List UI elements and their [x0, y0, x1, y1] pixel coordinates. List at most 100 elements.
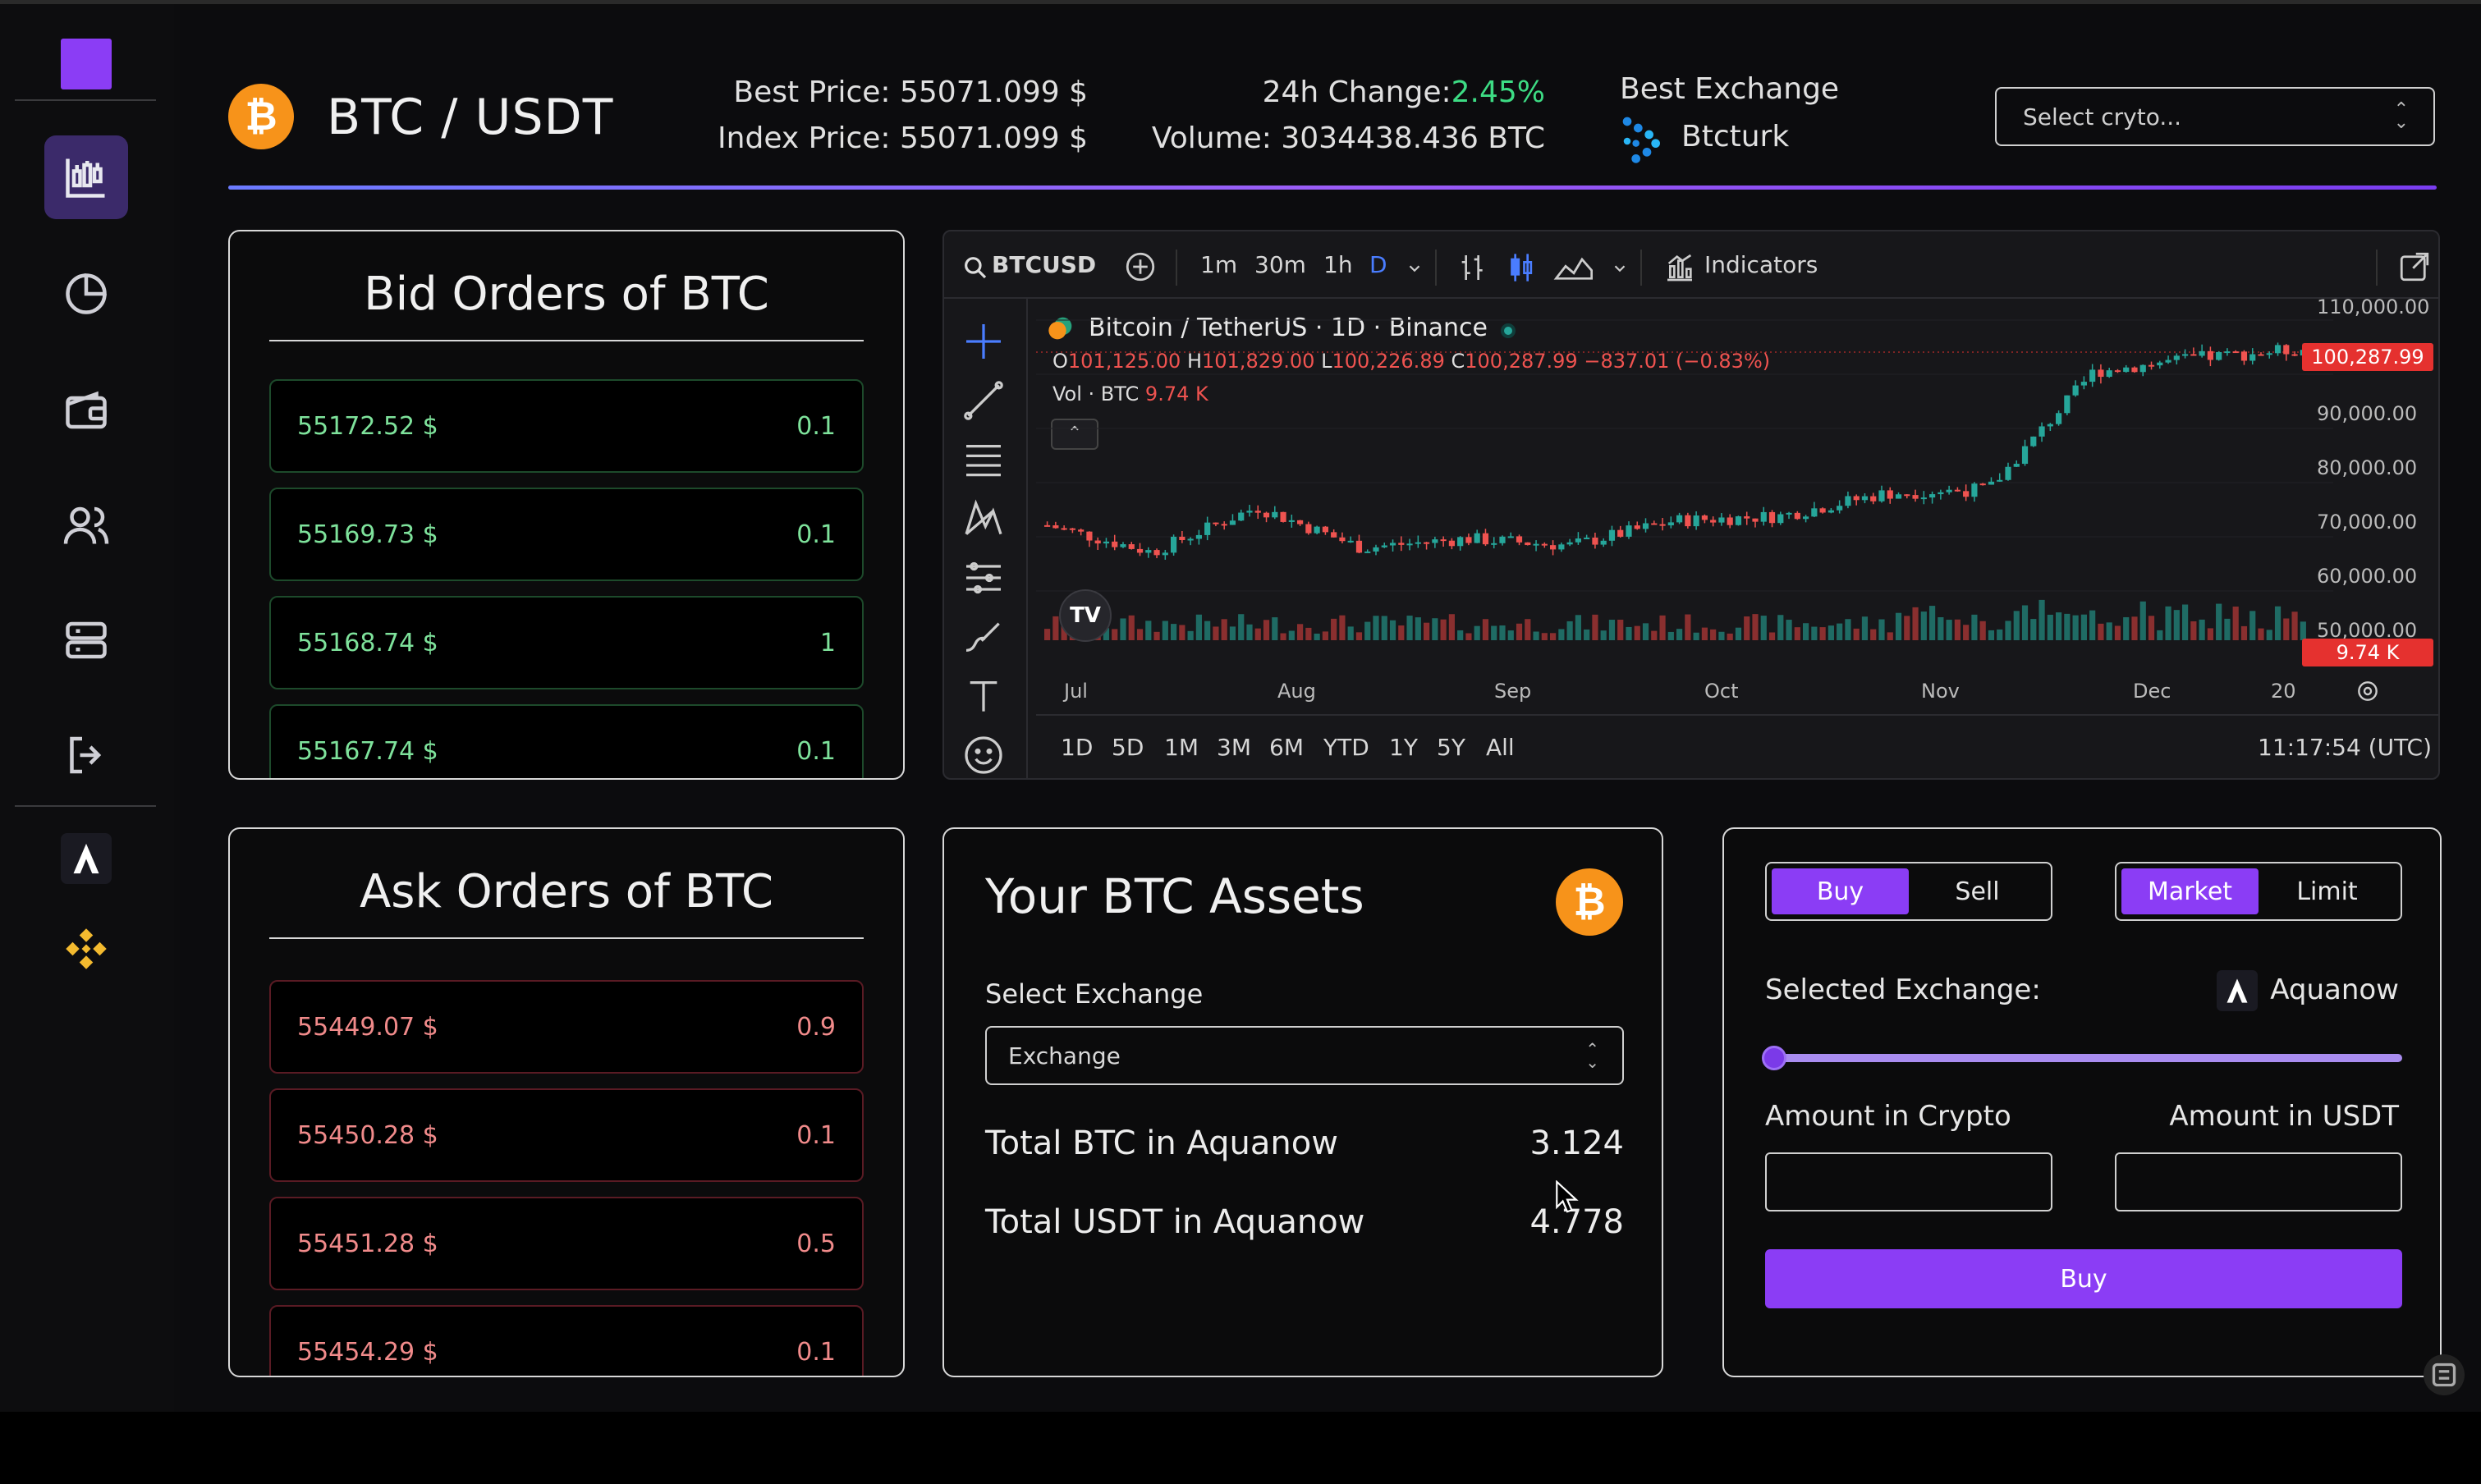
volume-bar	[2139, 601, 2146, 640]
volume-bar	[2258, 628, 2264, 640]
candle-body	[2258, 354, 2264, 356]
sidebar-item-users[interactable]	[44, 483, 128, 567]
x-tick-label: Oct	[1704, 680, 1739, 703]
candle-body	[1078, 529, 1085, 532]
bid-order-row[interactable]: 55172.52 $0.1	[269, 379, 864, 473]
symbol-search[interactable]: BTCUSD	[992, 251, 1097, 278]
volume-bar	[1693, 632, 1699, 640]
crosshair-icon[interactable]	[961, 318, 1007, 364]
candlestick-chart[interactable]	[1036, 304, 2333, 681]
candle-body	[2190, 354, 2197, 356]
range-5y[interactable]: 5Y	[1437, 734, 1465, 761]
volume-bar	[1263, 620, 1270, 640]
volume-bar	[1777, 615, 1784, 640]
ask-order-row[interactable]: 55450.28 $0.1	[269, 1088, 864, 1182]
collapse-legend-button[interactable]: ⌃	[1051, 419, 1098, 450]
popout-icon[interactable]	[2397, 250, 2432, 284]
range-all[interactable]: All	[1486, 734, 1515, 761]
binance-icon	[66, 928, 107, 969]
candle-body	[1499, 536, 1506, 543]
market-tab[interactable]: Market	[2121, 868, 2259, 914]
select-crypto-dropdown[interactable]: Select cryto... ⌃ ⌄	[1995, 87, 2435, 146]
brush-icon[interactable]	[961, 614, 1007, 660]
buy-tab[interactable]: Buy	[1772, 868, 1909, 914]
users-icon	[63, 506, 109, 544]
legend-title: Bitcoin / TetherUS · 1D · Binance	[1089, 314, 1488, 342]
range-6m[interactable]: 6M	[1269, 734, 1304, 761]
range-ytd[interactable]: YTD	[1323, 734, 1369, 761]
range-3m[interactable]: 3M	[1217, 734, 1251, 761]
interval-d[interactable]: D	[1369, 251, 1387, 278]
volume-bar	[2123, 616, 2130, 640]
area-style-icon[interactable]	[1553, 251, 1594, 284]
ask-order-row[interactable]: 55451.28 $0.5	[269, 1197, 864, 1290]
chevron-down-icon[interactable]	[1406, 259, 1424, 277]
sidebar-item-server[interactable]	[44, 598, 128, 682]
amount-crypto-input[interactable]	[1765, 1152, 2052, 1211]
amount-slider-track[interactable]	[1765, 1054, 2402, 1062]
buy-button[interactable]: Buy	[1765, 1249, 2402, 1308]
bid-order-row[interactable]: 55167.74 $0.1	[269, 704, 864, 778]
candle-body	[1086, 531, 1093, 541]
search-icon[interactable]	[962, 254, 988, 281]
add-compare-icon[interactable]	[1123, 250, 1158, 284]
bid-order-row[interactable]: 55169.73 $0.1	[269, 488, 864, 581]
forecast-icon[interactable]	[961, 555, 1007, 601]
trendline-icon[interactable]	[961, 378, 1007, 424]
sell-tab[interactable]: Sell	[1955, 877, 2000, 906]
limit-tab[interactable]: Limit	[2296, 877, 2358, 906]
candle-body	[1853, 496, 1860, 501]
candle-body	[1718, 517, 1725, 523]
bid-order-row[interactable]: 55168.74 $1	[269, 596, 864, 689]
sidebar-exchange-aquanow[interactable]	[61, 833, 112, 884]
ask-order-row[interactable]: 55454.29 $0.1	[269, 1305, 864, 1376]
asset-row-btc: Total BTC in Aquanow 3.124	[985, 1124, 1624, 1162]
sidebar-item-portfolio[interactable]	[44, 252, 128, 336]
interval-1m[interactable]: 1m	[1200, 251, 1238, 278]
fib-icon[interactable]	[961, 437, 1007, 483]
screenshot-icon[interactable]	[2424, 1354, 2465, 1395]
sidebar-item-wallet[interactable]	[44, 369, 128, 452]
candle-body	[2283, 345, 2290, 355]
bar-style-icon[interactable]	[1456, 251, 1489, 284]
bottom-bar	[0, 1412, 2481, 1484]
range-1m[interactable]: 1M	[1164, 734, 1199, 761]
interval-1h[interactable]: 1h	[1323, 251, 1353, 278]
indicators-button[interactable]: Indicators	[1704, 251, 1818, 278]
exchange-select[interactable]: Exchange ⌃ ⌄	[985, 1026, 1624, 1085]
sidebar-item-logout[interactable]	[44, 713, 128, 797]
volume-bar	[1997, 629, 2003, 640]
ask-order-row[interactable]: 55449.07 $0.9	[269, 980, 864, 1074]
chevron-down-icon[interactable]	[1611, 259, 1629, 277]
interval-30m[interactable]: 30m	[1254, 251, 1306, 278]
text-icon[interactable]	[961, 673, 1007, 719]
volume-bar	[1837, 623, 1843, 640]
range-1y[interactable]: 1Y	[1389, 734, 1418, 761]
indicators-icon[interactable]	[1663, 251, 1696, 284]
range-1d[interactable]: 1D	[1061, 734, 1094, 761]
candle-body	[1946, 489, 1952, 492]
volume-bar	[1355, 632, 1363, 640]
candle-style-icon[interactable]	[1506, 251, 1539, 284]
candle-body	[1938, 492, 1944, 495]
pattern-icon[interactable]	[961, 496, 1007, 542]
app-logo[interactable]	[61, 39, 112, 89]
candle-body	[2089, 369, 2096, 382]
candle-body	[2274, 345, 2282, 354]
sidebar-exchange-binance[interactable]	[59, 922, 113, 976]
logout-icon	[70, 736, 102, 774]
volume-bar	[2131, 616, 2138, 640]
candle-body	[2232, 351, 2239, 354]
emoji-icon[interactable]	[961, 732, 1007, 778]
range-5d[interactable]: 5D	[1112, 734, 1144, 761]
amount-slider-thumb[interactable]	[1762, 1046, 1786, 1070]
sidebar-item-chart[interactable]	[44, 135, 128, 219]
candle-body	[1794, 512, 1800, 520]
select-exchange-label: Select Exchange	[985, 978, 1204, 1010]
tradingview-logo[interactable]: TV	[1059, 589, 1112, 642]
amount-usdt-input[interactable]	[2115, 1152, 2402, 1211]
volume-bar	[1971, 614, 1978, 640]
candle-body	[1254, 511, 1261, 513]
settings-icon[interactable]	[2355, 678, 2381, 704]
candle-body	[1979, 483, 1986, 486]
